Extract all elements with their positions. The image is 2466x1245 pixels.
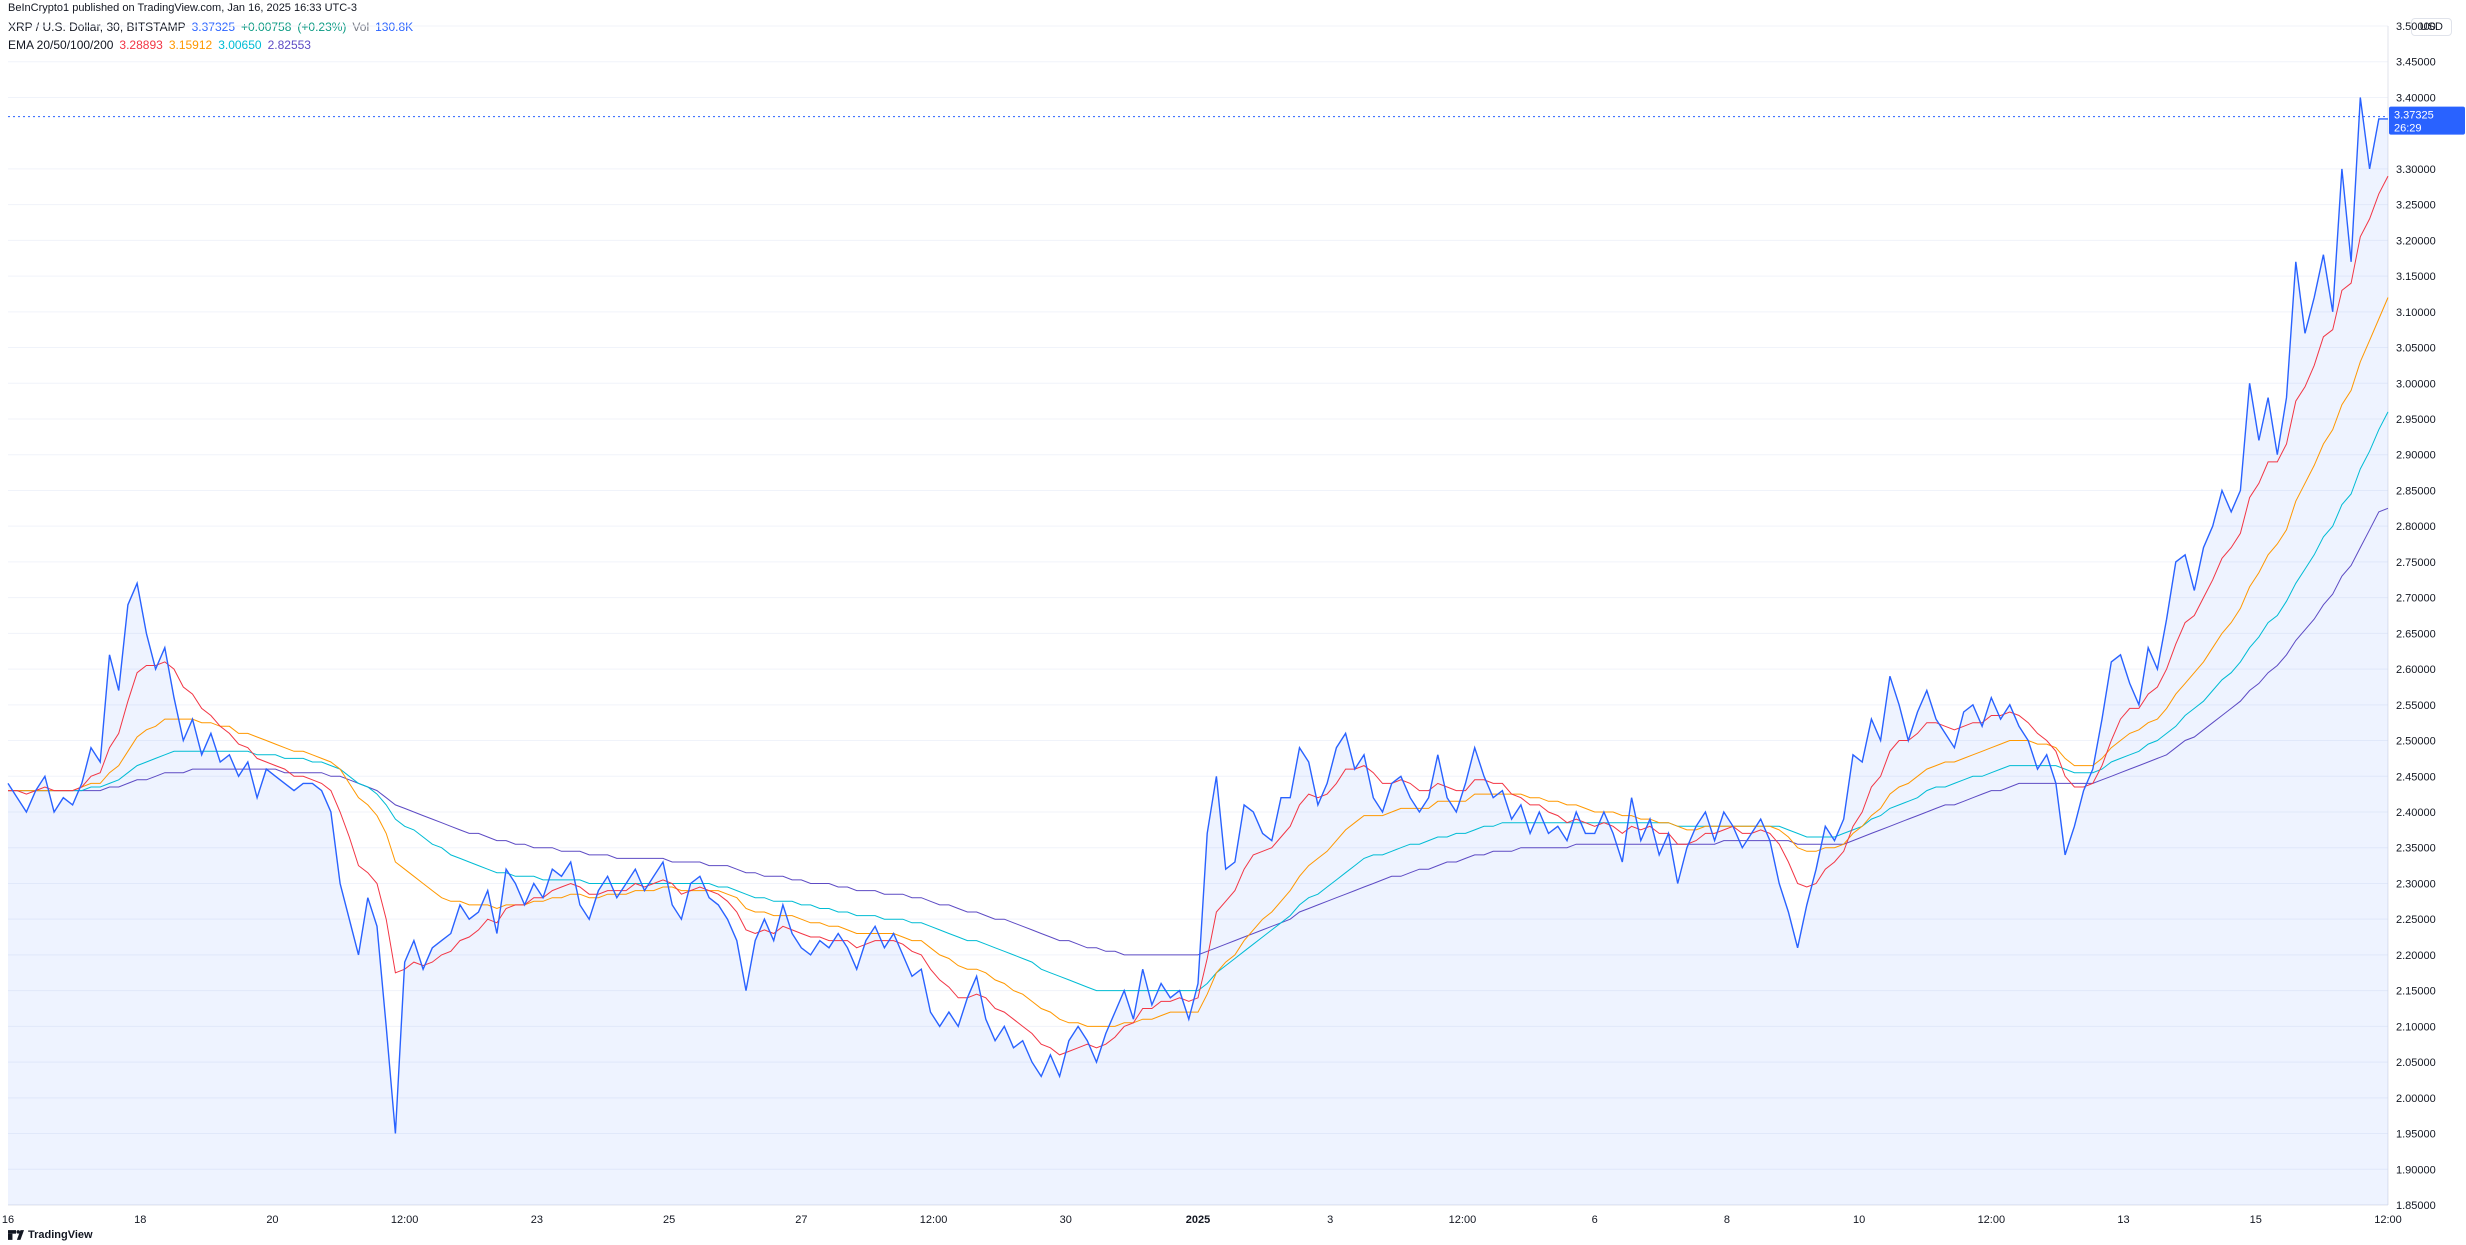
svg-text:3.10000: 3.10000 [2396, 307, 2436, 319]
svg-text:2.80000: 2.80000 [2396, 521, 2436, 533]
svg-text:12:00: 12:00 [920, 1214, 948, 1226]
svg-text:2.20000: 2.20000 [2396, 950, 2436, 962]
chart-plot-area[interactable]: 1.85000 1.90000 1.95000 2.00000 2.05000 2.100… [0, 16, 2466, 1245]
svg-text:2.15000: 2.15000 [2396, 986, 2436, 998]
svg-text:2.30000: 2.30000 [2396, 878, 2436, 890]
svg-text:3.37325: 3.37325 [2394, 110, 2434, 122]
svg-text:2.40000: 2.40000 [2396, 807, 2436, 819]
svg-text:3.30000: 3.30000 [2396, 164, 2436, 176]
svg-text:2025: 2025 [1186, 1214, 1210, 1226]
svg-text:3: 3 [1327, 1214, 1333, 1226]
svg-text:2.25000: 2.25000 [2396, 914, 2436, 926]
svg-text:15: 15 [2250, 1214, 2262, 1226]
svg-text:2.55000: 2.55000 [2396, 700, 2436, 712]
svg-text:12:00: 12:00 [2374, 1214, 2402, 1226]
svg-text:2.70000: 2.70000 [2396, 593, 2436, 605]
svg-text:16: 16 [2, 1214, 14, 1226]
svg-text:3.45000: 3.45000 [2396, 57, 2436, 69]
tv-logo-icon [8, 1230, 24, 1240]
svg-text:2.95000: 2.95000 [2396, 414, 2436, 426]
svg-text:25: 25 [663, 1214, 675, 1226]
svg-text:12:00: 12:00 [1978, 1214, 2006, 1226]
svg-text:10: 10 [1853, 1214, 1865, 1226]
svg-text:12:00: 12:00 [391, 1214, 419, 1226]
svg-text:6: 6 [1592, 1214, 1598, 1226]
svg-text:3.15000: 3.15000 [2396, 271, 2436, 283]
svg-text:13: 13 [2117, 1214, 2129, 1226]
svg-text:1.90000: 1.90000 [2396, 1164, 2436, 1176]
svg-text:23: 23 [531, 1214, 543, 1226]
svg-text:3.00000: 3.00000 [2396, 378, 2436, 390]
svg-text:1.85000: 1.85000 [2396, 1200, 2436, 1212]
svg-text:20: 20 [266, 1214, 278, 1226]
svg-text:8: 8 [1724, 1214, 1730, 1226]
svg-text:3.20000: 3.20000 [2396, 235, 2436, 247]
svg-text:12:00: 12:00 [1449, 1214, 1477, 1226]
svg-text:26:29: 26:29 [2394, 123, 2422, 135]
svg-text:30: 30 [1060, 1214, 1072, 1226]
publish-info: BeInCrypto1 published on TradingView.com… [0, 0, 2466, 16]
svg-text:3.50000: 3.50000 [2396, 21, 2436, 33]
svg-text:3.05000: 3.05000 [2396, 343, 2436, 355]
tradingview-logo[interactable]: TradingView [8, 1229, 93, 1241]
svg-text:3.40000: 3.40000 [2396, 92, 2436, 104]
svg-text:18: 18 [134, 1214, 146, 1226]
svg-text:2.60000: 2.60000 [2396, 664, 2436, 676]
svg-text:1.95000: 1.95000 [2396, 1129, 2436, 1141]
svg-text:2.35000: 2.35000 [2396, 843, 2436, 855]
svg-text:2.00000: 2.00000 [2396, 1093, 2436, 1105]
svg-text:27: 27 [795, 1214, 807, 1226]
svg-text:2.75000: 2.75000 [2396, 557, 2436, 569]
svg-text:2.10000: 2.10000 [2396, 1021, 2436, 1033]
svg-text:2.50000: 2.50000 [2396, 736, 2436, 748]
svg-text:2.90000: 2.90000 [2396, 450, 2436, 462]
svg-text:2.85000: 2.85000 [2396, 485, 2436, 497]
svg-text:2.05000: 2.05000 [2396, 1057, 2436, 1069]
svg-text:3.25000: 3.25000 [2396, 200, 2436, 212]
svg-text:2.45000: 2.45000 [2396, 771, 2436, 783]
svg-text:2.65000: 2.65000 [2396, 628, 2436, 640]
